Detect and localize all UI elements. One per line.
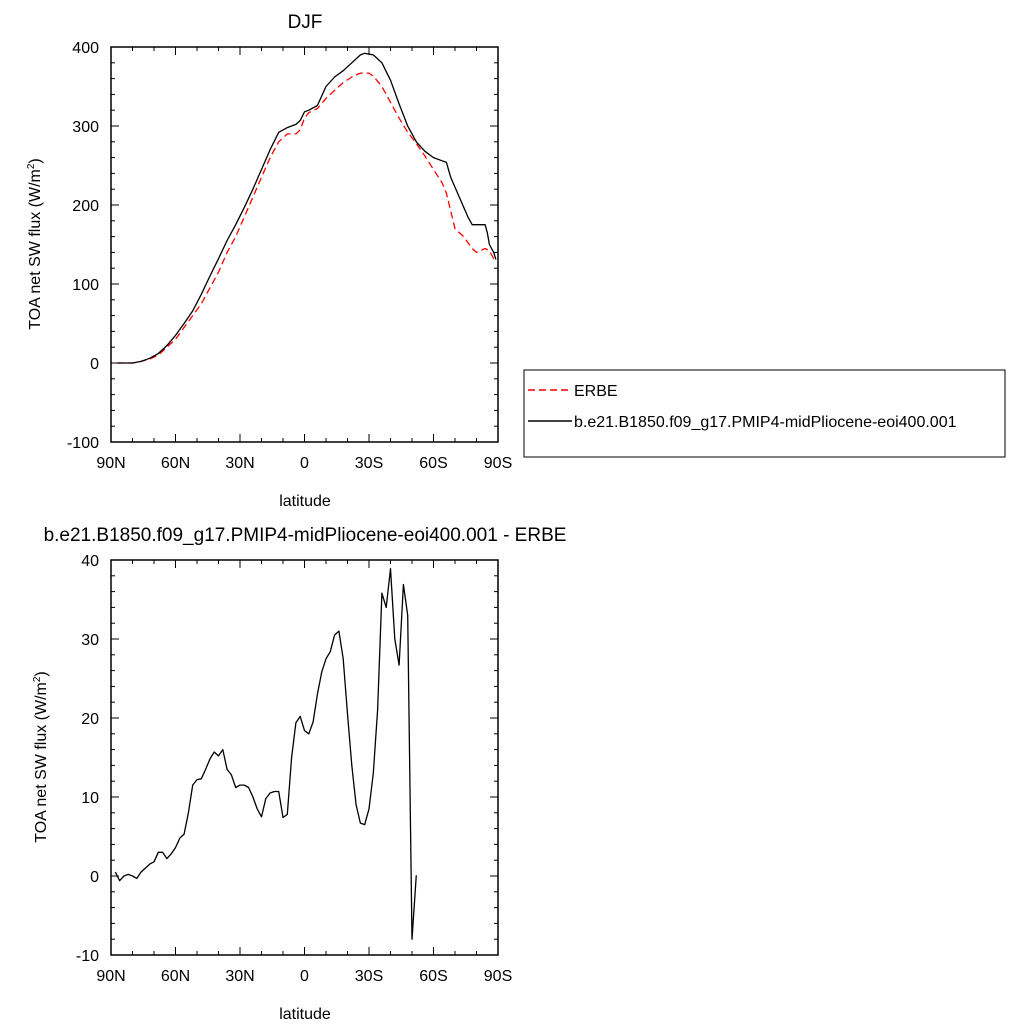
top-y-tick-label: 300	[72, 119, 99, 136]
bottom-x-tick-label: 90S	[484, 968, 512, 985]
top-x-tick-label: 60N	[161, 455, 190, 472]
top-y-tick-label: 400	[72, 40, 99, 57]
bottom-x-axis-label: latitude	[279, 1006, 331, 1023]
top-title: DJF	[288, 12, 323, 33]
legend: ERBE b.e21.B1850.f09_g17.PMIP4-midPlioce…	[523, 369, 1006, 458]
top-x-tick-label: 90S	[484, 455, 512, 472]
top-y-axis-label: TOA net SW flux (W/m2)	[26, 158, 44, 330]
top-x-tick-label: 90N	[96, 455, 125, 472]
bottom-x-tick-label: 30N	[225, 968, 254, 985]
top-series-line-0	[117, 72, 497, 364]
top-series-line-1	[117, 52, 497, 364]
top-y-tick-label: 0	[90, 356, 99, 373]
top-plot-frame	[110, 46, 499, 443]
top-x-tick-label: 0	[300, 455, 309, 472]
bottom-y-axis-label: TOA net SW flux (W/m2)	[32, 671, 50, 843]
bottom-x-tick-label: 30S	[355, 968, 383, 985]
bottom-y-tick-label: -10	[76, 948, 99, 965]
top-series	[117, 52, 497, 364]
legend-label-erbe: ERBE	[574, 383, 618, 400]
top-x-tick-label: 30N	[225, 455, 254, 472]
bottom-plot-frame	[110, 559, 499, 956]
bottom-x-tick-label: 90N	[96, 968, 125, 985]
bottom-y-tick-label: 0	[90, 869, 99, 886]
bottom-x-tick-label: 60S	[419, 968, 447, 985]
top-x-tick-label: 30S	[355, 455, 383, 472]
bottom-ticks: 90N 60N 30N 0 30S 60S 90S -10 0 10 20 30 40	[76, 553, 512, 985]
bottom-panel: b.e21.B1850.f09_g17.PMIP4-midPliocene-eo…	[32, 525, 566, 1023]
top-panel: DJF 90N 60N 30N 0 30S 60S 90S -100 0 100 200 300 400…	[26, 12, 512, 510]
top-y-tick-label: -100	[67, 435, 99, 452]
bottom-x-tick-label: 0	[300, 968, 309, 985]
top-x-axis-label: latitude	[279, 493, 331, 510]
bottom-title: b.e21.B1850.f09_g17.PMIP4-midPliocene-eo…	[44, 525, 567, 546]
bottom-y-tick-label: 30	[81, 632, 99, 649]
bottom-y-tick-label: 10	[81, 790, 99, 807]
bottom-series-line-0	[114, 568, 417, 940]
legend-box	[523, 369, 1006, 458]
bottom-y-tick-label: 20	[81, 711, 99, 728]
top-ticks: 90N 60N 30N 0 30S 60S 90S -100 0 100 200 300 400	[67, 40, 512, 472]
top-y-tick-label: 100	[72, 277, 99, 294]
bottom-y-tick-label: 40	[81, 553, 99, 570]
bottom-x-tick-label: 60N	[161, 968, 190, 985]
bottom-series	[114, 568, 417, 940]
top-y-tick-label: 200	[72, 198, 99, 215]
top-x-tick-label: 60S	[419, 455, 447, 472]
legend-label-model: b.e21.B1850.f09_g17.PMIP4-midPliocene-eo…	[574, 414, 957, 431]
